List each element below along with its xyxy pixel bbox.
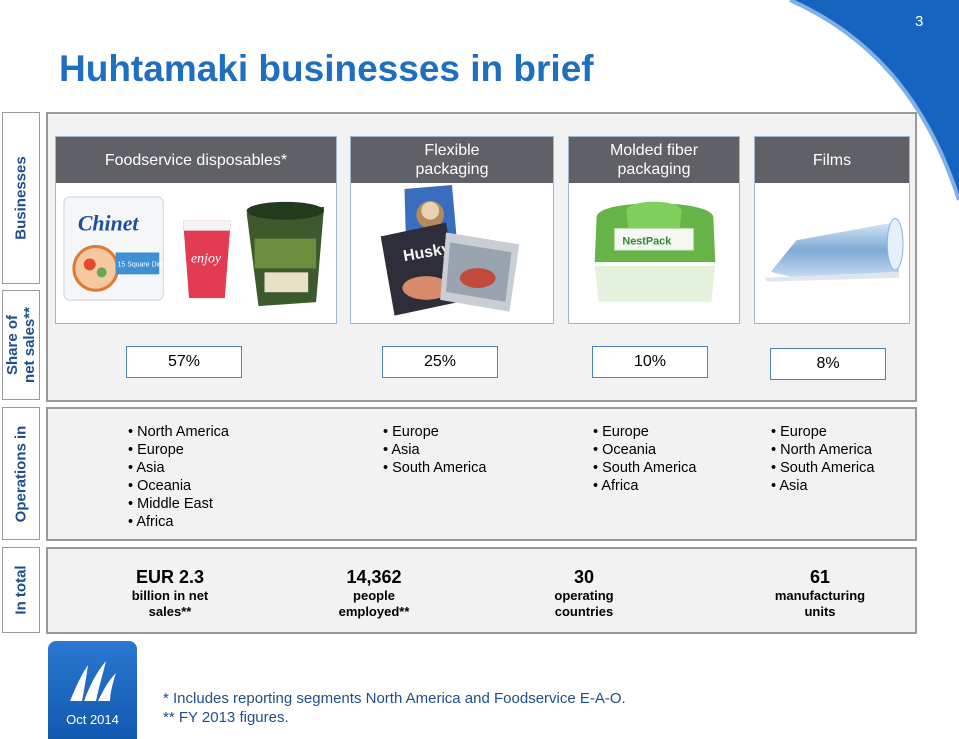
total-employees: 14,362 people employed**: [294, 566, 454, 620]
share-flexible: 25%: [382, 346, 498, 378]
share-label-line2: net sales**: [21, 307, 38, 383]
sail-logo-icon: [66, 657, 118, 703]
list-item: Asia: [771, 477, 874, 495]
flexible-packaging-image: Husky: [351, 183, 553, 324]
total-net-sales: EUR 2.3 billion in net sales**: [90, 566, 250, 620]
list-item: Europe: [593, 423, 696, 441]
segment-molded-fiber: Molded fiber packaging NestPack: [568, 136, 740, 324]
list-item: North America: [771, 441, 874, 459]
segment-header-foodservice: Foodservice disposables*: [56, 137, 336, 183]
list-item: Oceania: [593, 441, 696, 459]
operations-films: Europe North America South America Asia: [771, 423, 874, 495]
page-title: Huhtamaki businesses in brief: [59, 48, 594, 90]
operations-molded-fiber: Europe Oceania South America Africa: [593, 423, 696, 495]
list-item: South America: [593, 459, 696, 477]
totals-panel: EUR 2.3 billion in net sales** 14,362 pe…: [46, 547, 917, 634]
total-manufacturing-units: 61 manufacturing units: [740, 566, 900, 620]
operations-foodservice: North America Europe Asia Oceania Middle…: [128, 423, 229, 531]
operations-flexible: Europe Asia South America: [383, 423, 486, 477]
share-films: 8%: [770, 348, 886, 380]
foodservice-products-image: Chinet 15 Square Dinner enjoy: [56, 183, 336, 324]
segment-header-molded-fiber: Molded fiber packaging: [569, 137, 739, 183]
list-item: Africa: [593, 477, 696, 495]
share-molded-fiber: 10%: [592, 346, 708, 378]
list-item: Asia: [383, 441, 486, 459]
list-item: Africa: [128, 513, 229, 531]
list-item: South America: [771, 459, 874, 477]
company-logo-tile: Oct 2014: [48, 641, 137, 739]
total-countries: 30 operating countries: [504, 566, 664, 620]
side-label-operations: Operations in: [2, 407, 40, 540]
list-item: Middle East: [128, 495, 229, 513]
list-item: Oceania: [128, 477, 229, 495]
page-number: 3: [915, 13, 923, 30]
molded-fiber-image: NestPack: [569, 183, 739, 323]
side-label-businesses: Businesses: [2, 112, 40, 284]
side-label-share: Share of net sales**: [2, 290, 40, 400]
segment-flexible: Flexible packaging Husky: [350, 136, 554, 324]
plate-label-text: 15 Square Dinner: [118, 261, 173, 268]
list-item: Europe: [383, 423, 486, 441]
list-item: Asia: [128, 459, 229, 477]
segment-films: Films: [754, 136, 910, 324]
list-item: North America: [128, 423, 229, 441]
footnote-2: ** FY 2013 figures.: [163, 709, 289, 726]
businesses-panel: Foodservice disposables* Chinet 15 Squar…: [46, 112, 917, 402]
list-item: Europe: [128, 441, 229, 459]
operations-panel: North America Europe Asia Oceania Middle…: [46, 407, 917, 541]
date-label: Oct 2014: [48, 712, 137, 727]
chinet-logo-text: Chinet: [78, 212, 140, 236]
tray-label-text: NestPack: [622, 235, 672, 247]
list-item: South America: [383, 459, 486, 477]
segment-header-flexible: Flexible packaging: [351, 137, 553, 183]
list-item: Europe: [771, 423, 874, 441]
footnote-1: * Includes reporting segments North Amer…: [163, 690, 626, 707]
share-foodservice: 57%: [126, 346, 242, 378]
segment-header-films: Films: [755, 137, 909, 183]
segment-foodservice: Foodservice disposables* Chinet 15 Squar…: [55, 136, 337, 324]
cup-label-text: enjoy: [191, 251, 222, 266]
side-label-in-total: In total: [2, 547, 40, 633]
films-roll-image: [755, 183, 909, 323]
share-label-line1: Share of: [4, 307, 21, 383]
